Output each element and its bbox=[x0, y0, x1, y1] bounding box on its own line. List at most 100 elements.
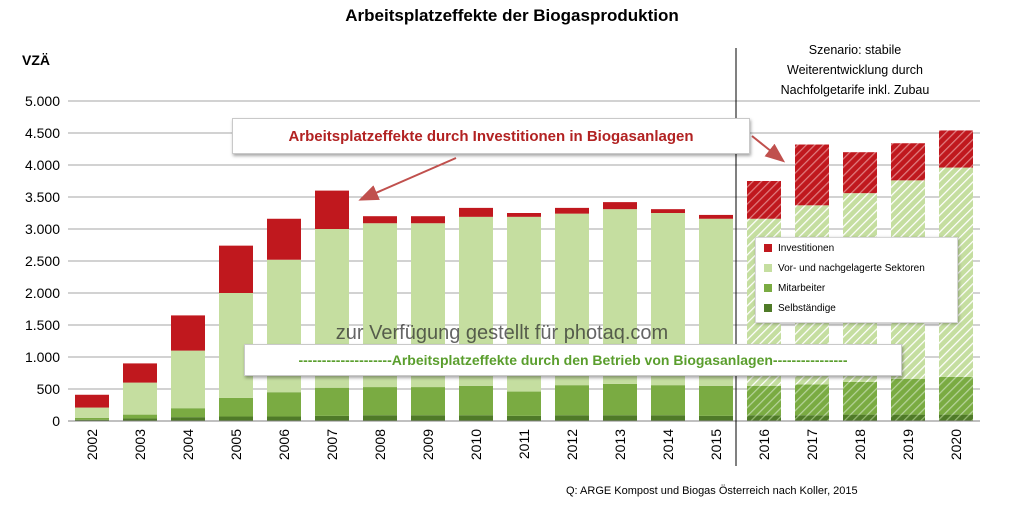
bar-segment bbox=[795, 384, 829, 416]
bar-segment bbox=[75, 419, 109, 421]
x-tick-label: 2002 bbox=[84, 429, 100, 460]
bar-segment bbox=[315, 387, 349, 416]
bar-segment bbox=[363, 216, 397, 224]
bar-segment bbox=[459, 207, 493, 217]
bar-segment bbox=[939, 130, 973, 168]
scenario-line-3: Nachfolgetarife inkl. Zubau bbox=[780, 83, 930, 97]
bar-segment bbox=[219, 397, 253, 417]
scenario-line-2: Weiterentwicklung durch bbox=[787, 63, 923, 77]
legend: Investitionen Vor- und nachgelagerte Sek… bbox=[755, 237, 958, 323]
bar-segment bbox=[603, 383, 637, 416]
invest-callout: Arbeitsplatzeffekte durch Investitionen … bbox=[232, 118, 750, 154]
bar-segment bbox=[795, 144, 829, 206]
bar-segment bbox=[411, 415, 445, 421]
y-tick-label: 500 bbox=[37, 381, 61, 397]
bar-segment bbox=[507, 213, 541, 217]
legend-label-sektoren: Vor- und nachgelagerte Sektoren bbox=[778, 262, 925, 274]
bar-segment bbox=[411, 387, 445, 416]
source-note: Q: ARGE Kompost und Biogas Österreich na… bbox=[566, 485, 858, 497]
legend-swatch-mitarbeiter bbox=[764, 284, 772, 292]
x-tick-label: 2003 bbox=[132, 429, 148, 460]
y-tick-label: 2.000 bbox=[25, 285, 60, 301]
invest-arrow-left bbox=[358, 157, 457, 201]
betrieb-callout: --------------------Arbeitsplatzeffekte … bbox=[244, 344, 902, 376]
invest-arrow-right bbox=[751, 135, 786, 163]
y-axis-ticks: 0 500 1.000 1.500 2.000 2.500 3.000 3.500 4.000 4… bbox=[25, 93, 60, 429]
legend-item-sektoren: Vor- und nachgelagerte Sektoren bbox=[756, 258, 957, 278]
legend-item-investitionen: Investitionen bbox=[756, 238, 957, 258]
x-tick-label: 2009 bbox=[420, 429, 436, 460]
bar-segment bbox=[171, 417, 205, 421]
legend-item-mitarbeiter: Mitarbeiter bbox=[756, 278, 957, 298]
bar-segment bbox=[555, 207, 589, 214]
legend-label-selbstaendige: Selbständige bbox=[778, 302, 836, 314]
bar-segment bbox=[123, 414, 157, 419]
x-tick-label: 2020 bbox=[948, 429, 964, 460]
x-tick-label: 2011 bbox=[516, 429, 532, 459]
bar-segment bbox=[219, 245, 253, 293]
bar-segment bbox=[891, 143, 925, 181]
legend-label-investitionen: Investitionen bbox=[778, 242, 835, 254]
x-tick-label: 2017 bbox=[804, 429, 820, 460]
y-tick-label: 1.000 bbox=[25, 349, 60, 365]
bar-segment bbox=[171, 408, 205, 418]
bar-segment bbox=[123, 363, 157, 383]
chart-title: Arbeitsplatzeffekte der Biogasproduktion bbox=[345, 6, 679, 25]
x-tick-label: 2015 bbox=[708, 429, 724, 460]
bar-segment bbox=[123, 418, 157, 421]
bar-segment bbox=[747, 181, 781, 219]
y-tick-label: 3.500 bbox=[25, 189, 60, 205]
bar-segment bbox=[267, 392, 301, 417]
y-tick-label: 4.000 bbox=[25, 157, 60, 173]
legend-swatch-selbstaendige bbox=[764, 304, 772, 312]
bar-segment bbox=[315, 190, 349, 229]
bar-segment bbox=[699, 415, 733, 421]
bar-segment bbox=[267, 416, 301, 421]
bar-segment bbox=[891, 378, 925, 415]
bar-segment bbox=[795, 415, 829, 421]
bar-segment bbox=[123, 382, 157, 415]
bar-segment bbox=[555, 415, 589, 421]
bar-segment bbox=[171, 315, 205, 351]
y-tick-label: 0 bbox=[52, 413, 60, 429]
bar-segment bbox=[555, 385, 589, 416]
y-axis-label: VZÄ bbox=[22, 52, 50, 68]
bar-segment bbox=[747, 385, 781, 416]
bar-segment bbox=[507, 415, 541, 421]
bar-segment bbox=[843, 152, 877, 194]
x-tick-label: 2005 bbox=[228, 429, 244, 460]
bar-segment bbox=[507, 391, 541, 416]
bar-segment bbox=[75, 407, 109, 418]
x-tick-label: 2012 bbox=[564, 429, 580, 460]
x-tick-label: 2004 bbox=[180, 429, 196, 460]
x-tick-label: 2008 bbox=[372, 429, 388, 460]
y-tick-label: 3.000 bbox=[25, 221, 60, 237]
bar-segment bbox=[603, 202, 637, 210]
bar-segment bbox=[939, 376, 973, 415]
x-tick-label: 2014 bbox=[660, 429, 676, 460]
bar-segment bbox=[171, 350, 205, 409]
bar-segment bbox=[699, 214, 733, 219]
watermark: zur Verfügung gestellt für photaq.com bbox=[336, 322, 668, 344]
x-tick-label: 2016 bbox=[756, 429, 772, 460]
bar-segment bbox=[651, 415, 685, 421]
bar-segment bbox=[459, 385, 493, 416]
x-tick-label: 2018 bbox=[852, 429, 868, 460]
x-axis-ticks: 2002 2003 2004 2005 2006 2007 2008 2009 2010 2011… bbox=[84, 429, 964, 460]
bar-segment bbox=[267, 218, 301, 260]
bar-segment bbox=[651, 385, 685, 416]
bar-segment bbox=[603, 415, 637, 421]
bar-segment bbox=[699, 385, 733, 416]
legend-item-selbstaendige: Selbständige bbox=[756, 298, 957, 318]
bar-segment bbox=[363, 387, 397, 416]
legend-swatch-sektoren bbox=[764, 264, 772, 272]
y-tick-label: 2.500 bbox=[25, 253, 60, 269]
bar-segment bbox=[747, 415, 781, 421]
legend-swatch-investitionen bbox=[764, 244, 772, 252]
bar-segment bbox=[459, 415, 493, 421]
bar-segment bbox=[363, 415, 397, 421]
x-tick-label: 2006 bbox=[276, 429, 292, 460]
legend-label-mitarbeiter: Mitarbeiter bbox=[778, 282, 826, 294]
y-tick-label: 4.500 bbox=[25, 125, 60, 141]
x-tick-label: 2010 bbox=[468, 429, 484, 460]
